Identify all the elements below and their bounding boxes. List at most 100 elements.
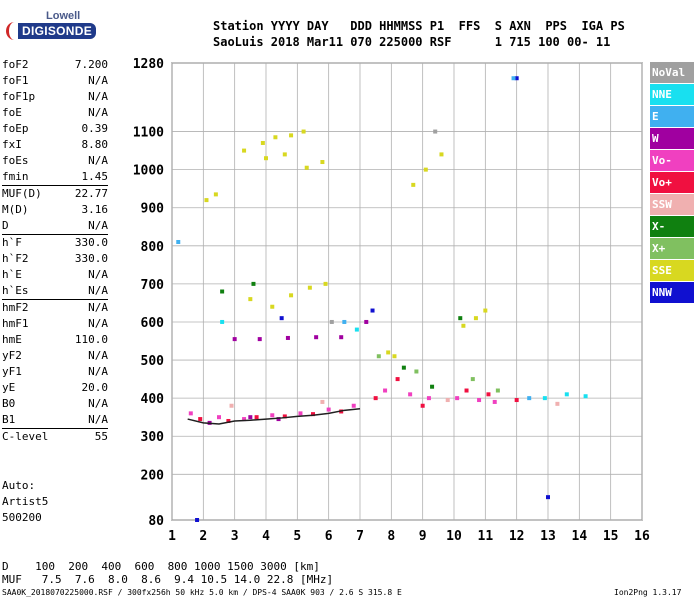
param-row: fmin 1.45	[2, 169, 108, 185]
param-value: 7.200	[74, 58, 108, 71]
data-point	[264, 156, 268, 161]
data-point	[408, 392, 413, 397]
data-point	[364, 319, 369, 324]
param-row: B0 N/A	[2, 396, 108, 412]
data-point	[307, 285, 312, 290]
logo-line2: DIGISONDE	[18, 23, 97, 39]
data-point	[260, 140, 265, 145]
param-row: hmF1 N/A	[2, 316, 108, 332]
data-point	[289, 293, 294, 298]
param-row: foF2 7.200	[2, 57, 108, 73]
data-point	[226, 418, 231, 423]
logo-line1: Lowell	[46, 10, 81, 22]
logo-swoosh-icon	[6, 22, 23, 40]
x-tick-label: 11	[478, 529, 494, 544]
header-fields: Station YYYY DAY DDD HHMMSS P1 FFS S AXN…	[213, 19, 625, 33]
param-row: foF1 N/A	[2, 73, 108, 89]
x-tick-label: 9	[419, 529, 427, 544]
param-name: yF2	[2, 349, 22, 362]
param-row: foF1p N/A	[2, 89, 108, 105]
data-point	[298, 411, 303, 416]
data-point	[320, 399, 325, 404]
parameter-panel: foF2 7.200 foF1 N/A foF1p N/A foE N/A foEp 0.39 fx…	[2, 57, 108, 445]
param-row: C-level 55	[2, 428, 108, 445]
data-point	[373, 396, 378, 401]
data-point	[430, 384, 435, 389]
legend-item: NNE	[650, 84, 694, 105]
data-point	[514, 76, 519, 81]
param-value: N/A	[88, 284, 108, 297]
legend-item: NoVal	[650, 62, 694, 83]
param-name: B1	[2, 413, 16, 426]
x-tick-label: 14	[572, 529, 588, 544]
data-point	[304, 165, 309, 170]
data-point	[198, 417, 203, 422]
param-row: yF1 N/A	[2, 364, 108, 380]
data-point	[354, 327, 359, 332]
y-tick-label: 1280	[133, 57, 164, 72]
data-point	[273, 135, 278, 140]
legend-item: Vo+	[650, 172, 694, 193]
x-tick-label: 6	[325, 529, 333, 544]
x-tick-label: 8	[387, 529, 395, 544]
param-value: N/A	[88, 219, 108, 232]
data-point	[285, 335, 290, 340]
data-point	[392, 354, 397, 359]
plot-frame	[171, 62, 643, 521]
param-name: foF1	[2, 74, 29, 87]
data-point	[511, 76, 516, 81]
data-point	[351, 403, 356, 408]
data-point	[542, 396, 547, 401]
param-value: 3.16	[81, 203, 109, 216]
param-value: 8.80	[81, 138, 109, 151]
param-value: N/A	[88, 268, 108, 281]
param-name: hmF2	[2, 301, 29, 314]
param-row: foEp 0.39	[2, 121, 108, 137]
param-row: yE 20.0	[2, 380, 108, 396]
data-point	[257, 337, 262, 342]
data-point	[326, 407, 331, 412]
param-name: yF1	[2, 365, 22, 378]
param-row: hmE 110.0	[2, 332, 108, 348]
y-tick-label: 900	[141, 202, 165, 217]
distance-row: D 100 200 400 600 800 1000 1500 3000 [km…	[2, 560, 320, 573]
x-tick-label: 16	[634, 529, 650, 544]
data-point	[188, 411, 193, 416]
data-point	[395, 377, 400, 382]
param-value: 1.45	[81, 170, 109, 183]
data-point	[433, 129, 438, 134]
legend-item: SSE	[650, 260, 694, 281]
digisonde-logo: Lowell DIGISONDE	[4, 8, 106, 44]
param-name: C-level	[2, 430, 49, 443]
legend-item: Vo-	[650, 150, 694, 171]
data-point	[483, 308, 488, 313]
y-tick-label: 1100	[133, 126, 164, 141]
data-point	[339, 335, 344, 340]
data-point	[439, 152, 444, 157]
x-tick-label: 10	[446, 529, 462, 544]
data-point	[426, 396, 431, 401]
data-point	[473, 316, 478, 321]
data-point	[401, 365, 406, 370]
data-point	[220, 289, 225, 294]
data-point	[455, 396, 460, 401]
data-point	[386, 350, 391, 355]
param-name: D	[2, 219, 9, 232]
param-row: h`F 330.0	[2, 234, 108, 251]
data-point	[176, 239, 181, 244]
data-point	[514, 398, 519, 403]
data-point	[486, 392, 491, 397]
data-point	[282, 414, 287, 419]
data-point	[320, 160, 325, 165]
param-row: foE N/A	[2, 105, 108, 121]
legend-item: X-	[650, 216, 694, 237]
param-row: B1 N/A	[2, 412, 108, 428]
param-name: B0	[2, 397, 16, 410]
data-point	[301, 129, 306, 134]
param-value: 55	[94, 430, 108, 443]
y-tick-label: 80	[148, 514, 164, 529]
param-name: yE	[2, 381, 16, 394]
data-point	[555, 401, 560, 406]
param-value: N/A	[88, 154, 108, 167]
